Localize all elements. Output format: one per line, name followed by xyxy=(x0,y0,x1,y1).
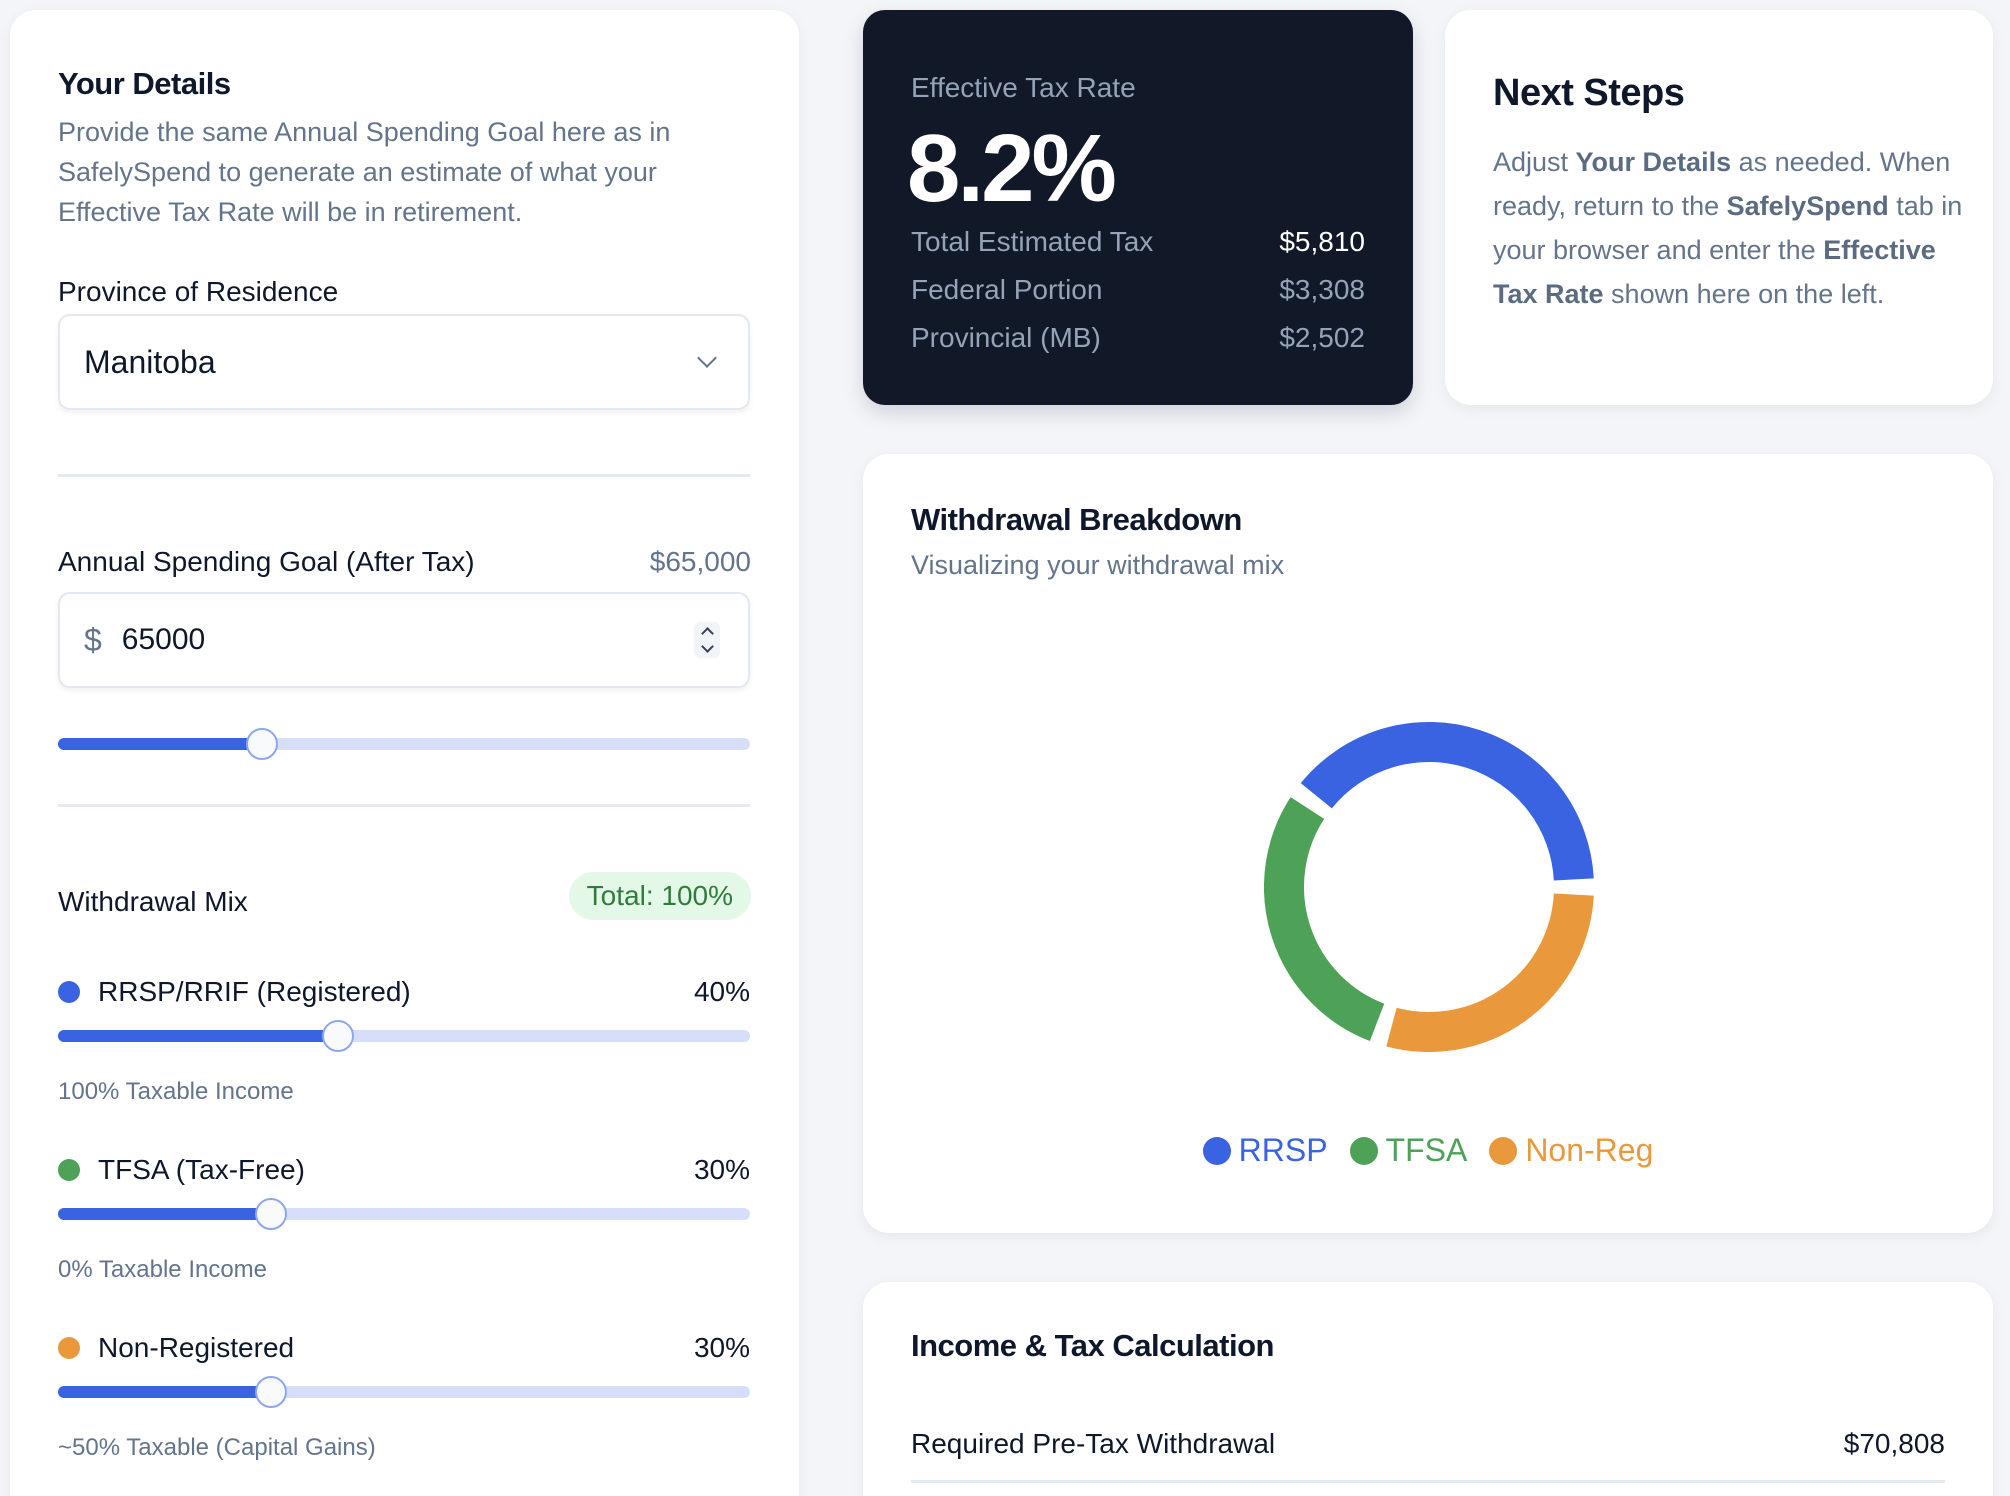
donut-segment-rrsp[interactable] xyxy=(1300,722,1594,881)
row-value: $3,308 xyxy=(1279,274,1365,305)
income-title: Income & Tax Calculation xyxy=(911,1328,1274,1363)
legend-item-tfsa[interactable]: TFSA xyxy=(1349,1132,1467,1169)
row-value: $2,502 xyxy=(1279,322,1365,353)
spending-goal-slider[interactable] xyxy=(58,728,750,760)
province-label: Province of Residence xyxy=(58,276,339,307)
divider xyxy=(911,1480,1945,1483)
province-select[interactable]: Manitoba xyxy=(58,314,750,410)
slider-fill xyxy=(58,1386,272,1398)
row-label: Required Pre-Tax Withdrawal xyxy=(911,1428,1276,1459)
next-steps-title: Next Steps xyxy=(1493,72,1685,114)
divider xyxy=(58,474,750,477)
next-steps-text: Adjust Your Details as needed. When read… xyxy=(1493,147,1963,309)
nonreg-legend-dot-icon xyxy=(1489,1136,1518,1165)
chevron-down-icon xyxy=(697,348,717,368)
slider-thumb[interactable] xyxy=(255,1376,288,1408)
slider-fill xyxy=(58,738,263,750)
spending-goal-input[interactable]: $ 65000 xyxy=(58,592,750,688)
row-label: Federal Portion xyxy=(911,274,1103,305)
province-selected-value: Manitoba xyxy=(84,343,216,380)
stepper-up-icon[interactable] xyxy=(700,627,714,640)
account-name: Non-Registered xyxy=(98,1332,295,1363)
provincial-row: Provincial (MB) $2,502 xyxy=(911,322,1365,354)
slider-thumb[interactable] xyxy=(322,1020,355,1052)
row-label: Provincial (MB) xyxy=(911,322,1101,353)
legend-item-rrsp[interactable]: RRSP xyxy=(1202,1132,1328,1169)
donut-chart[interactable] xyxy=(1264,722,1594,1052)
account-percent: 40% xyxy=(693,976,750,1007)
next-steps-card: Next Steps Adjust Your Details as needed… xyxy=(1445,10,1993,405)
tfsa-note: 0% Taxable Income xyxy=(58,1256,268,1283)
spending-goal-label: Annual Spending Goal (After Tax) xyxy=(58,546,475,577)
spending-goal-value: 65000 xyxy=(121,623,206,656)
your-details-intro: Provide the same Annual Spending Goal he… xyxy=(58,117,671,227)
rrsp-legend-dot-icon xyxy=(1202,1136,1231,1165)
spending-goal-display: $65,000 xyxy=(649,546,751,577)
income-tax-calculation-card: Income & Tax Calculation Required Pre-Ta… xyxy=(863,1282,1993,1496)
dollar-sign-icon: $ xyxy=(84,621,102,658)
withdrawal-mix-label: Withdrawal Mix xyxy=(58,886,248,917)
rrsp-slider[interactable] xyxy=(58,1020,750,1052)
rrsp-color-dot-icon xyxy=(58,981,80,1003)
nonreg-color-dot-icon xyxy=(58,1337,80,1359)
account-nonreg: Non-Registered 30% xyxy=(58,1332,750,1364)
breakdown-subtitle: Visualizing your withdrawal mix xyxy=(911,550,1285,580)
breakdown-title: Withdrawal Breakdown xyxy=(911,502,1242,537)
account-percent: 30% xyxy=(693,1332,750,1363)
tfsa-color-dot-icon xyxy=(58,1159,80,1181)
effective-tax-rate-value: 8.2% xyxy=(907,115,1117,222)
slider-thumb[interactable] xyxy=(255,1198,288,1230)
number-stepper[interactable] xyxy=(694,622,720,658)
account-percent: 30% xyxy=(693,1154,750,1185)
your-details-card: Your Details Provide the same Annual Spe… xyxy=(10,10,799,1496)
nonreg-note: ~50% Taxable (Capital Gains) xyxy=(58,1434,376,1461)
your-details-title: Your Details xyxy=(58,66,231,101)
row-value: $5,810 xyxy=(1279,226,1365,257)
total-badge: Total: 100% xyxy=(568,872,751,920)
slider-fill xyxy=(58,1030,339,1042)
total-tax-row: Total Estimated Tax $5,810 xyxy=(911,226,1365,258)
donut-segment-tfsa[interactable] xyxy=(1264,797,1385,1042)
effective-tax-rate-card: Effective Tax Rate 8.2% Total Estimated … xyxy=(863,10,1413,405)
federal-row: Federal Portion $3,308 xyxy=(911,274,1365,306)
slider-fill xyxy=(58,1208,272,1220)
pretax-withdrawal-row: Required Pre-Tax Withdrawal $70,808 xyxy=(911,1428,1945,1460)
divider xyxy=(58,804,750,807)
stepper-down-icon[interactable] xyxy=(700,640,714,653)
row-value: $70,808 xyxy=(1843,1428,1945,1459)
tfsa-legend-dot-icon xyxy=(1349,1136,1378,1165)
withdrawal-breakdown-card: Withdrawal Breakdown Visualizing your wi… xyxy=(863,454,1993,1233)
chart-legend: RRSP TFSA Non-Reg xyxy=(863,1132,1993,1169)
rrsp-note: 100% Taxable Income xyxy=(58,1078,294,1105)
row-label: Total Estimated Tax xyxy=(911,226,1154,257)
tfsa-slider[interactable] xyxy=(58,1198,750,1230)
donut-segment-nonreg[interactable] xyxy=(1386,893,1594,1052)
account-name: RRSP/RRIF (Registered) xyxy=(98,976,411,1007)
account-rrsp: RRSP/RRIF (Registered) 40% xyxy=(58,976,750,1008)
nonreg-slider[interactable] xyxy=(58,1376,750,1408)
account-name: TFSA (Tax-Free) xyxy=(98,1154,305,1185)
legend-item-nonreg[interactable]: Non-Reg xyxy=(1489,1132,1653,1169)
slider-thumb[interactable] xyxy=(246,728,279,760)
account-tfsa: TFSA (Tax-Free) 30% xyxy=(58,1154,750,1186)
effective-tax-rate-label: Effective Tax Rate xyxy=(911,72,1136,103)
